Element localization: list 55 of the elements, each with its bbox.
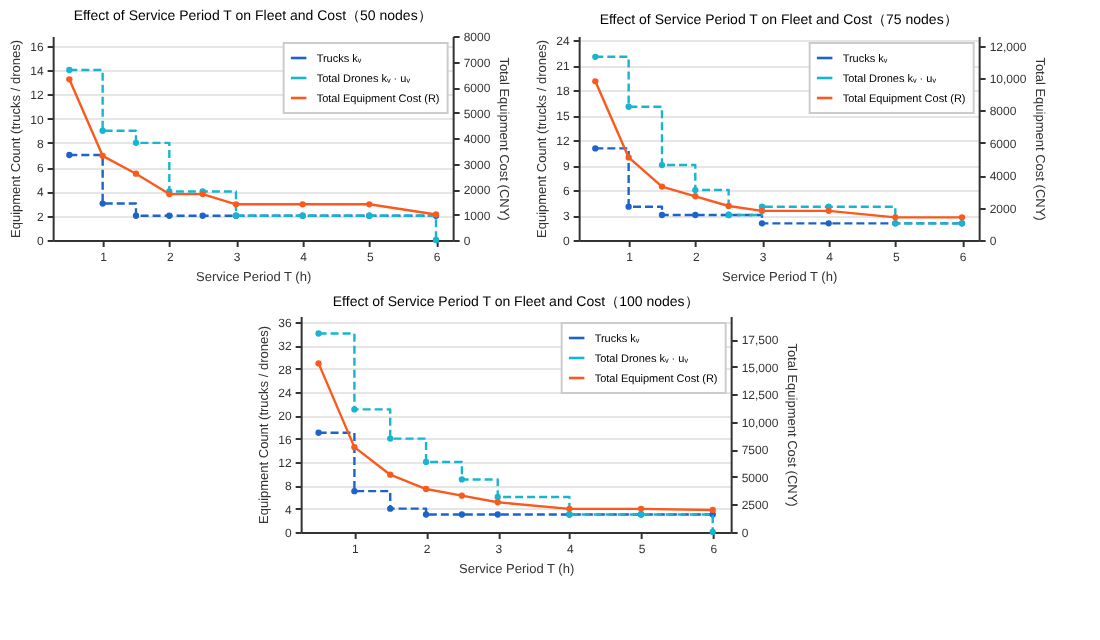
point <box>625 103 632 110</box>
point <box>494 511 501 518</box>
point <box>199 212 206 219</box>
point <box>658 161 666 169</box>
point <box>592 53 599 60</box>
point <box>299 201 306 208</box>
point <box>566 505 573 513</box>
point <box>132 170 140 177</box>
point <box>658 211 666 219</box>
point <box>892 214 899 221</box>
point <box>625 154 632 161</box>
point <box>422 458 430 466</box>
point <box>494 499 501 506</box>
point <box>366 201 373 208</box>
point <box>315 429 322 436</box>
point <box>758 207 766 215</box>
point <box>825 207 832 215</box>
point <box>709 506 716 514</box>
point <box>132 139 140 147</box>
point <box>351 406 358 413</box>
point <box>692 211 699 219</box>
point <box>66 151 73 159</box>
point <box>351 487 358 495</box>
point <box>99 127 106 134</box>
point <box>958 214 966 221</box>
point <box>592 145 599 152</box>
point <box>99 152 106 160</box>
point <box>387 471 394 478</box>
point <box>658 183 666 190</box>
point <box>422 511 430 518</box>
point <box>625 203 632 210</box>
point <box>758 220 766 227</box>
point <box>692 186 699 194</box>
point <box>458 511 466 518</box>
point <box>315 330 322 337</box>
point <box>458 476 466 483</box>
point <box>458 492 466 499</box>
point <box>725 202 732 210</box>
point <box>494 493 501 501</box>
point <box>66 76 73 83</box>
point <box>422 485 430 493</box>
point <box>166 212 173 219</box>
point <box>232 201 240 208</box>
point <box>387 505 394 512</box>
point <box>99 200 106 207</box>
point <box>66 66 73 74</box>
point <box>692 193 699 200</box>
line-series <box>315 360 716 514</box>
point <box>637 505 645 513</box>
point <box>387 435 394 442</box>
point <box>592 78 599 85</box>
point <box>351 443 358 451</box>
point <box>132 212 140 219</box>
point <box>825 220 832 227</box>
point <box>315 360 322 367</box>
